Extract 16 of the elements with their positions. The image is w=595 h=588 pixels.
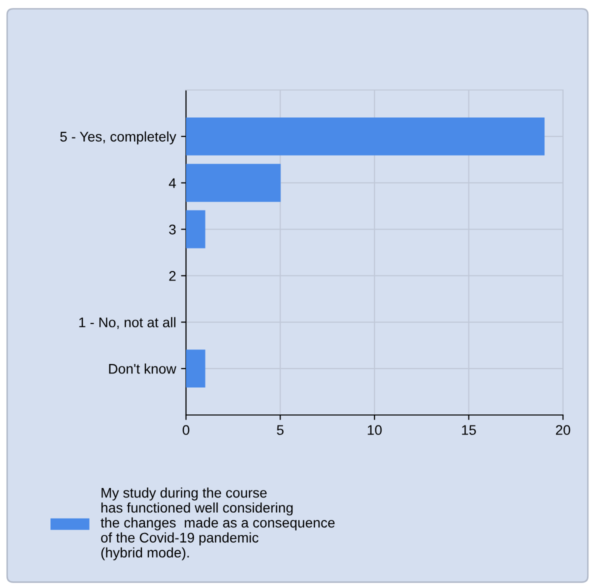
y-tick-label: 2 bbox=[169, 271, 176, 281]
x-tick-label: 0 bbox=[182, 425, 190, 435]
bar bbox=[186, 350, 206, 388]
y-tick-label: Don't know bbox=[109, 364, 176, 374]
legend-label: My study during the course has functioned well considering the changes made as a consequence of the Covid-19 pandemic (hybrid mode). bbox=[100, 488, 335, 560]
y-tick-label: 4 bbox=[168, 178, 176, 188]
y-tick-label: 3 bbox=[169, 224, 176, 234]
x-tick-label: 10 bbox=[368, 425, 382, 435]
y-tick-label: 1 - No, not at all bbox=[79, 317, 176, 329]
bar bbox=[186, 210, 206, 248]
bar bbox=[186, 117, 545, 156]
x-tick-label: 5 bbox=[276, 425, 284, 435]
bar bbox=[186, 164, 281, 202]
x-tick-label: 15 bbox=[462, 425, 476, 435]
x-tick-label: 20 bbox=[556, 425, 570, 435]
y-tick-label: 5 - Yes, completely bbox=[60, 131, 176, 144]
